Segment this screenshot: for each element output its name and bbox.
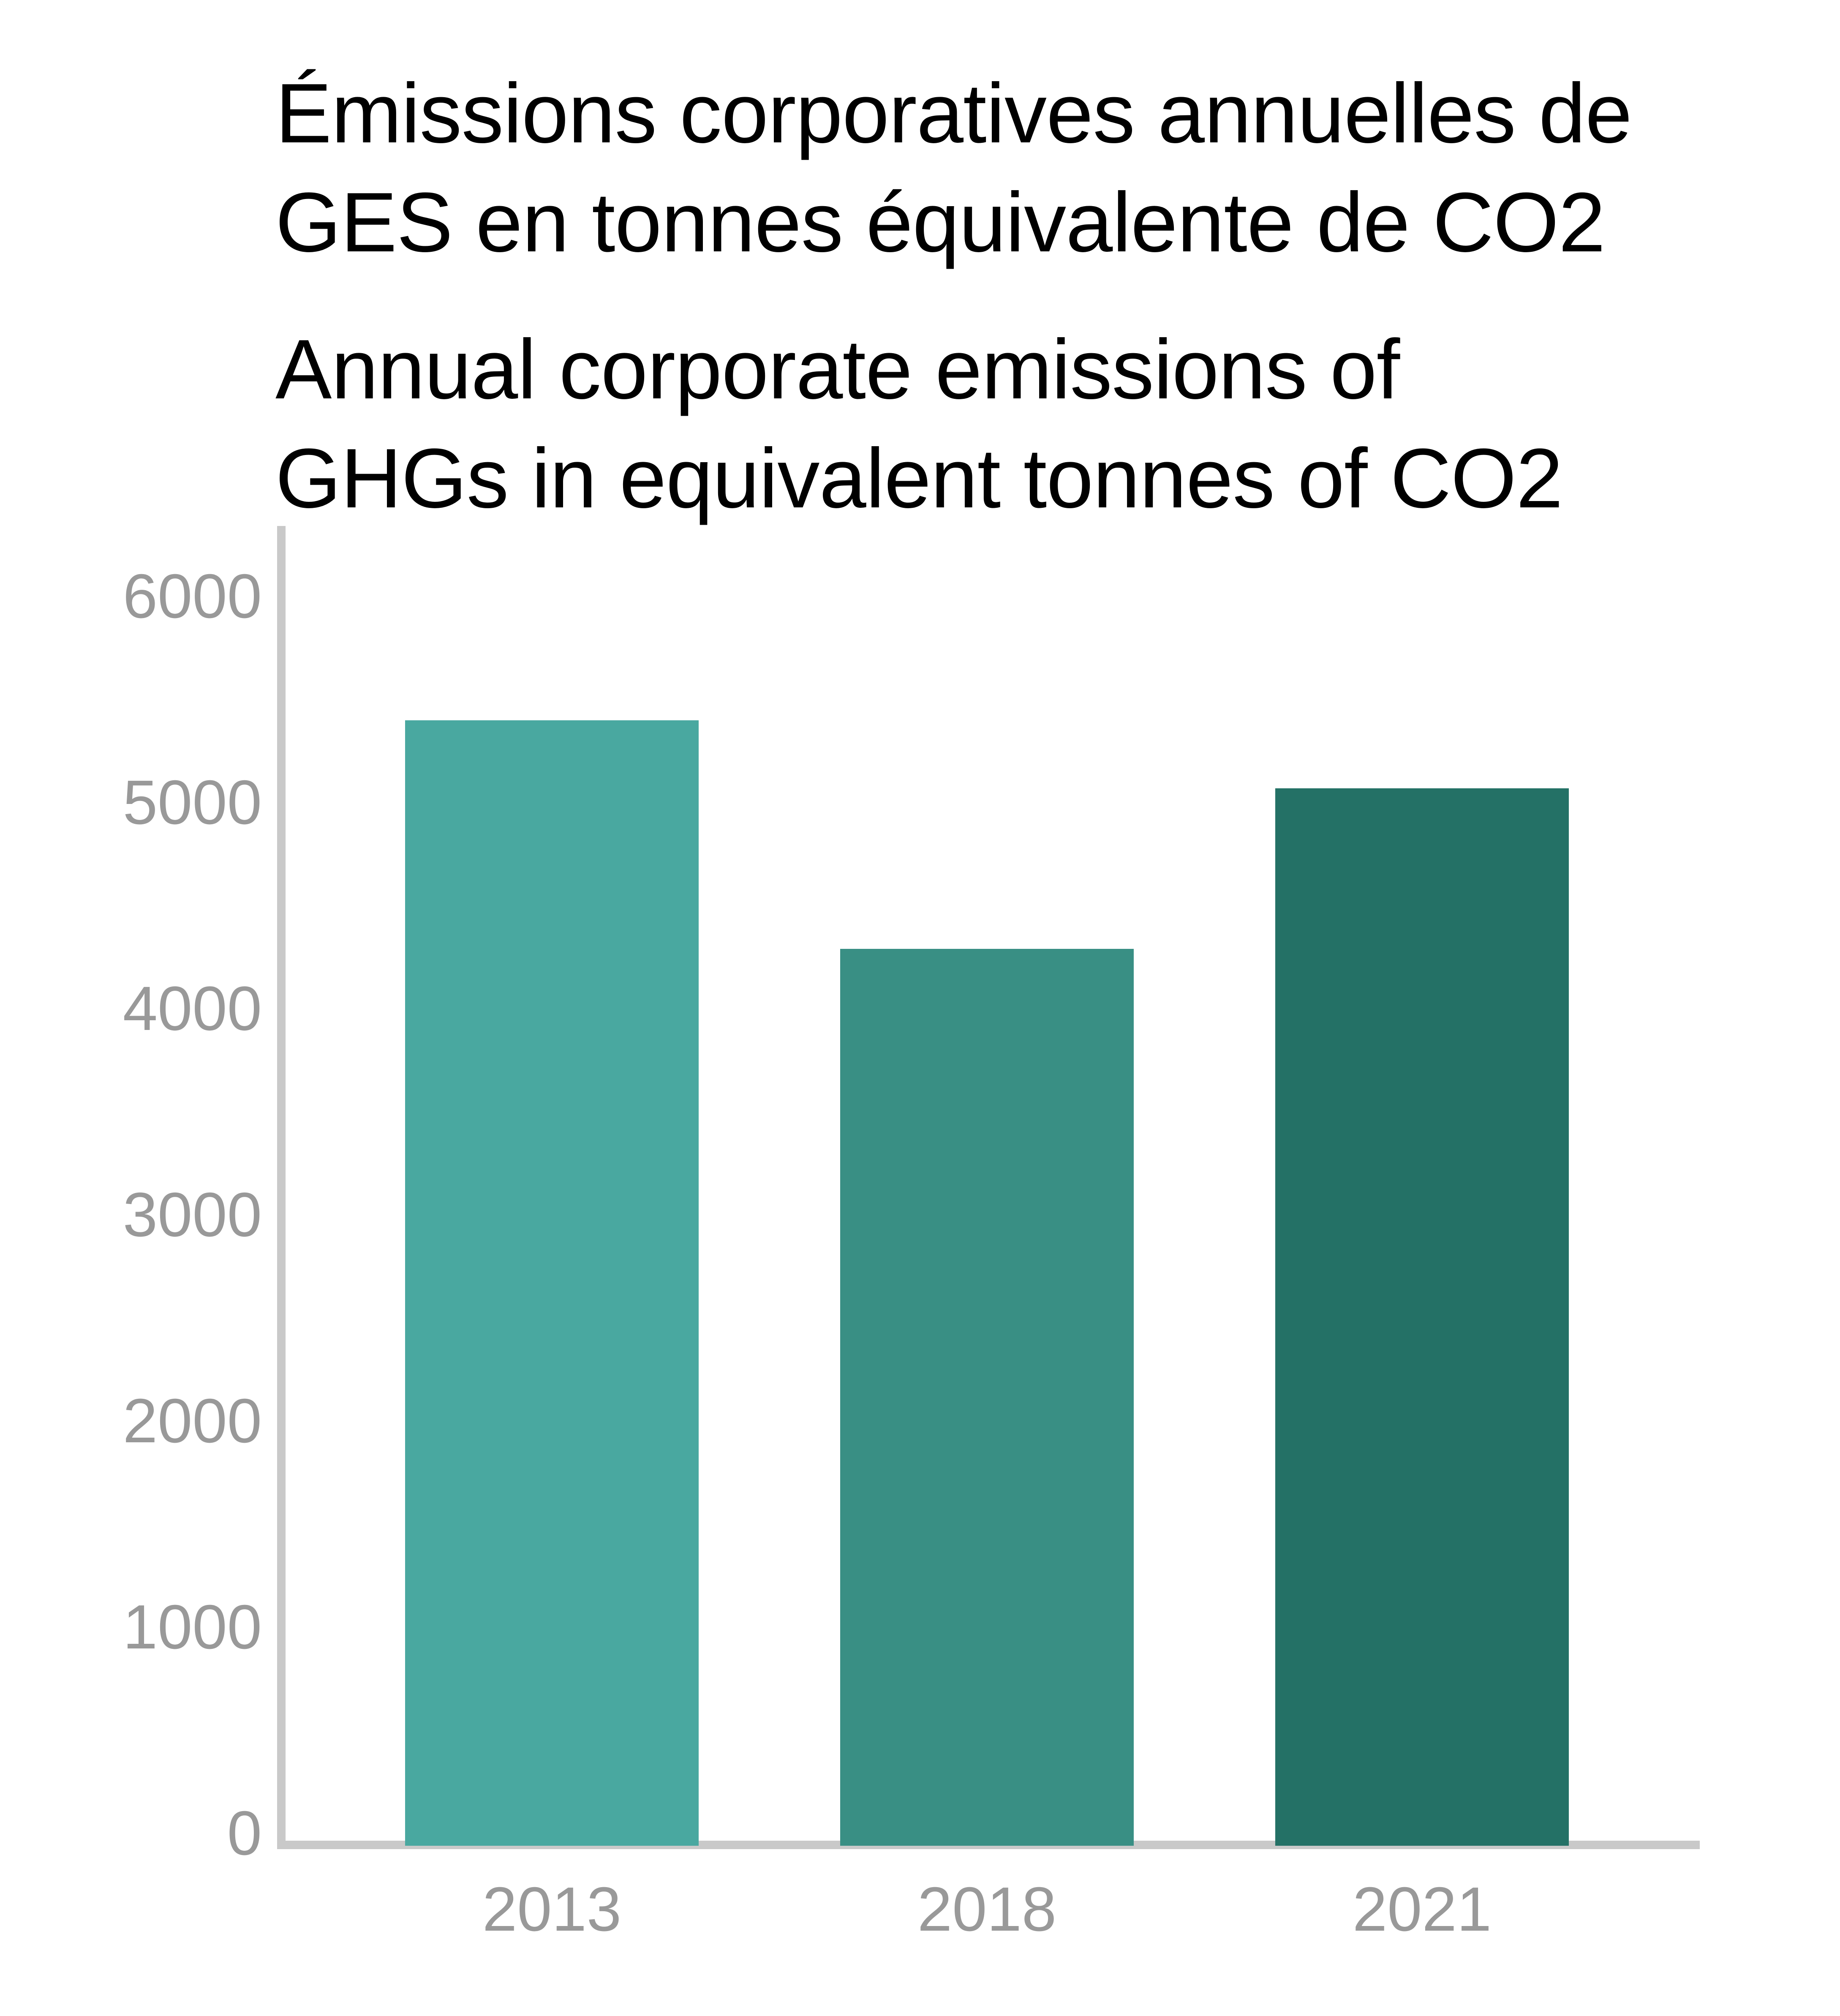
chart-title-english-line1: Annual corporate emissions of [275,322,1400,417]
bar-2021 [1275,788,1569,1846]
y-axis-tick-label: 4000 [122,974,262,1043]
y-axis-tick-label: 3000 [122,1180,262,1250]
bar-2018 [840,949,1134,1846]
y-axis-tick-label: 1000 [122,1592,262,1662]
x-axis-label-2013: 2013 [482,1874,622,1944]
y-axis-line [277,526,286,1849]
chart-title-french: Émissions corporatives annuelles de GES … [275,59,1632,277]
y-axis-tick-label: 5000 [122,768,262,837]
chart-title-english: Annual corporate emissions of GHGs in eq… [275,315,1563,533]
x-axis-label-2018: 2018 [917,1874,1057,1944]
y-axis-tick-label: 0 [227,1798,262,1868]
bar-2013 [405,720,699,1846]
x-axis-label-2021: 2021 [1352,1874,1492,1944]
chart-title-french-line1: Émissions corporatives annuelles de [275,66,1632,161]
y-axis-tick-label: 6000 [122,561,262,631]
chart-title-french-line2: GES en tonnes équivalente de CO2 [275,175,1606,270]
chart-title-english-line2: GHGs in equivalent tonnes of CO2 [275,431,1563,526]
y-axis-tick-label: 2000 [122,1386,262,1456]
